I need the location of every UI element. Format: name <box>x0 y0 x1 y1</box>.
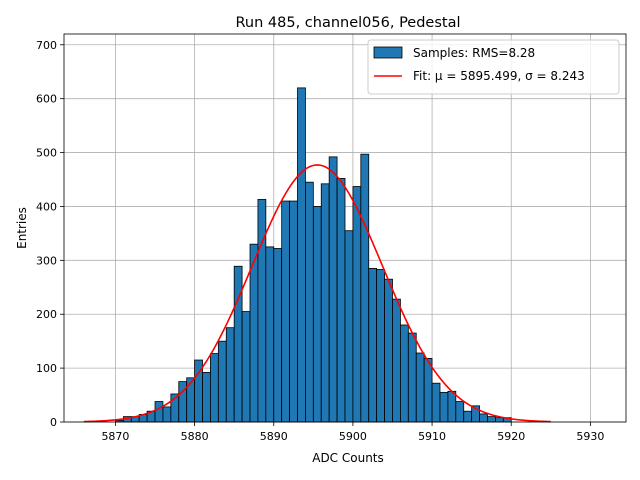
histogram-bar <box>447 390 457 423</box>
histogram-bar <box>233 265 243 423</box>
y-tick-label: 500 <box>36 147 57 160</box>
x-tick-label: 5920 <box>497 430 525 443</box>
histogram-bar <box>352 186 362 423</box>
y-tick-label: 200 <box>36 308 57 321</box>
histogram-bar <box>479 413 488 423</box>
histogram-bar <box>336 178 346 423</box>
x-tick-label: 5880 <box>181 430 209 443</box>
histogram-bar <box>281 200 290 423</box>
histogram-bar <box>289 200 298 423</box>
legend-frame <box>367 39 620 95</box>
x-tick-label: 5870 <box>101 430 129 443</box>
histogram-bar <box>225 327 235 423</box>
histogram-bar <box>241 311 251 423</box>
histogram-bar <box>463 410 473 423</box>
histogram-bar <box>494 417 504 423</box>
y-tick-label: 600 <box>36 93 57 106</box>
histogram-bar <box>210 353 219 423</box>
histogram-bar <box>376 269 385 423</box>
histogram-bar <box>431 382 441 423</box>
histogram-bar <box>162 406 172 423</box>
y-tick-label: 100 <box>36 362 57 375</box>
histogram-bar <box>186 377 196 423</box>
histogram-bar <box>455 401 465 423</box>
histogram-bar <box>368 268 378 423</box>
histogram-bar <box>423 358 433 423</box>
histogram-bars <box>115 87 512 423</box>
legend-label-samples: Samples: RMS=8.28 <box>413 46 535 60</box>
histogram-bar <box>202 372 211 423</box>
x-axis: 5870 5880 5890 5900 5910 5920 5930 <box>101 422 604 443</box>
histogram-bar <box>273 248 283 423</box>
legend-label-fit: Fit: μ = 5895.499, σ = 8.243 <box>413 69 585 83</box>
histogram-bar <box>320 183 330 423</box>
plot-frame <box>63 33 627 423</box>
grid-lines <box>64 34 626 423</box>
histogram-bar <box>344 230 354 423</box>
fit-curve <box>83 164 551 423</box>
histogram-bar <box>415 352 425 423</box>
histogram-bar <box>328 156 338 423</box>
histogram-bar <box>392 298 401 423</box>
histogram-bar <box>400 324 409 423</box>
chart-title: Run 485, channel056, Pedestal <box>235 15 460 31</box>
histogram-bar <box>265 246 275 423</box>
y-axis: 0 100 200 300 400 500 600 700 <box>36 39 64 429</box>
histogram-bar <box>305 181 314 423</box>
x-tick-label: 5910 <box>418 430 446 443</box>
y-axis-label: Entries <box>15 207 29 249</box>
histogram-bar <box>257 199 267 423</box>
x-tick-label: 5900 <box>339 430 367 443</box>
histogram-bar <box>439 391 449 423</box>
y-tick-label: 0 <box>50 416 57 429</box>
legend-swatch-samples <box>373 46 403 59</box>
histogram-bar <box>249 243 259 423</box>
histogram-bar <box>384 278 393 423</box>
histogram-bar <box>487 416 496 423</box>
x-tick-label: 5930 <box>576 430 604 443</box>
y-tick-label: 700 <box>36 39 57 52</box>
y-tick-label: 400 <box>36 200 57 213</box>
histogram-bar <box>154 401 164 423</box>
histogram-bar <box>312 206 322 423</box>
histogram-bar <box>360 153 370 423</box>
x-tick-label: 5890 <box>260 430 288 443</box>
y-tick-label: 300 <box>36 254 57 267</box>
histogram-bar <box>297 87 306 423</box>
histogram-bar <box>407 332 417 423</box>
x-axis-label: ADC Counts <box>312 451 384 465</box>
histogram-bar <box>217 340 227 423</box>
legend: Samples: RMS=8.28 Fit: μ = 5895.499, σ =… <box>367 39 620 95</box>
